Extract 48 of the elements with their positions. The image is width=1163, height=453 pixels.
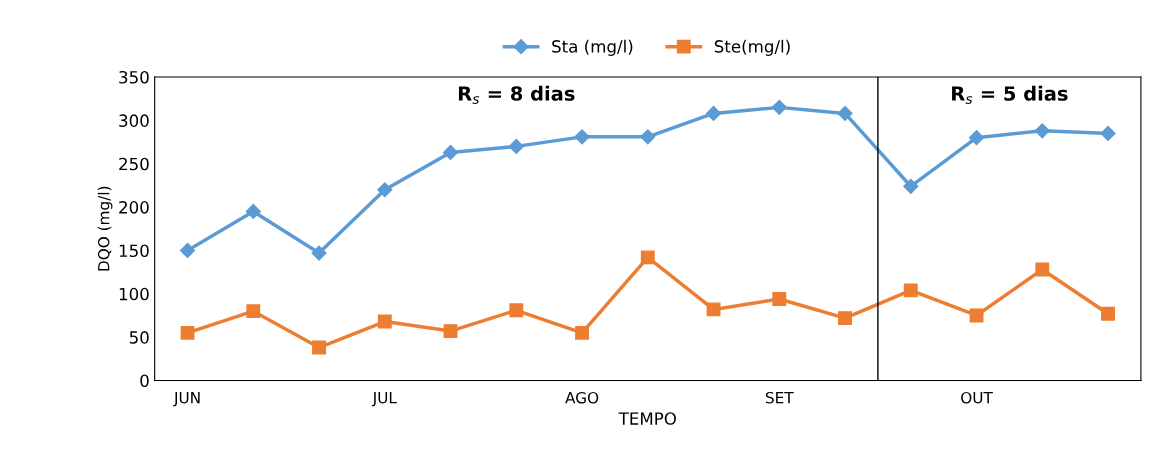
annotation: R$_{s}$ = 5 dias [952, 85, 1068, 104]
point [838, 311, 852, 326]
y-tick-label: 300 [119, 114, 149, 127]
point [640, 250, 655, 265]
point [640, 129, 656, 145]
point [574, 129, 590, 145]
point [1100, 125, 1116, 141]
x-tick-label: JUN [173, 392, 200, 407]
point [1101, 306, 1115, 321]
point [1034, 123, 1050, 139]
point [968, 130, 985, 146]
point [312, 340, 326, 355]
point [771, 99, 787, 115]
point [311, 245, 327, 261]
y-tick-label: 50 [129, 331, 149, 344]
point [180, 325, 195, 340]
legend-label: Sta (mg/l) [552, 39, 633, 56]
legend-label: Ste(mg/l) [714, 39, 790, 56]
point [442, 144, 459, 161]
point [837, 105, 853, 122]
point [772, 292, 787, 306]
y-axis-title: DQO (mg/l) [97, 186, 113, 271]
x-tick-label: AGO [565, 391, 599, 404]
y-tick-label: 150 [119, 244, 149, 258]
y-tick-label: 200 [119, 201, 149, 214]
point [443, 324, 458, 339]
y-tick-label: 100 [119, 287, 149, 301]
point [377, 182, 393, 198]
point [508, 138, 524, 154]
point [903, 178, 919, 194]
y-tick-label: 350 [119, 70, 149, 84]
point [377, 314, 392, 329]
point [706, 302, 721, 317]
point [246, 304, 261, 319]
x-tick-label: JUL [371, 392, 397, 407]
point [509, 303, 524, 318]
point [245, 203, 261, 219]
x-axis-title: TEMPO [618, 412, 676, 425]
point [705, 105, 722, 122]
point [179, 242, 196, 259]
point [575, 325, 589, 340]
x-tick-label: SET [765, 391, 794, 404]
annotation: R$_{s}$ = 8 dias [458, 85, 575, 104]
y-tick-label: 0 [140, 374, 149, 388]
x-tick-label: OUT [961, 391, 993, 404]
point [1035, 262, 1050, 277]
point [903, 283, 918, 298]
y-tick-label: 250 [119, 157, 149, 171]
